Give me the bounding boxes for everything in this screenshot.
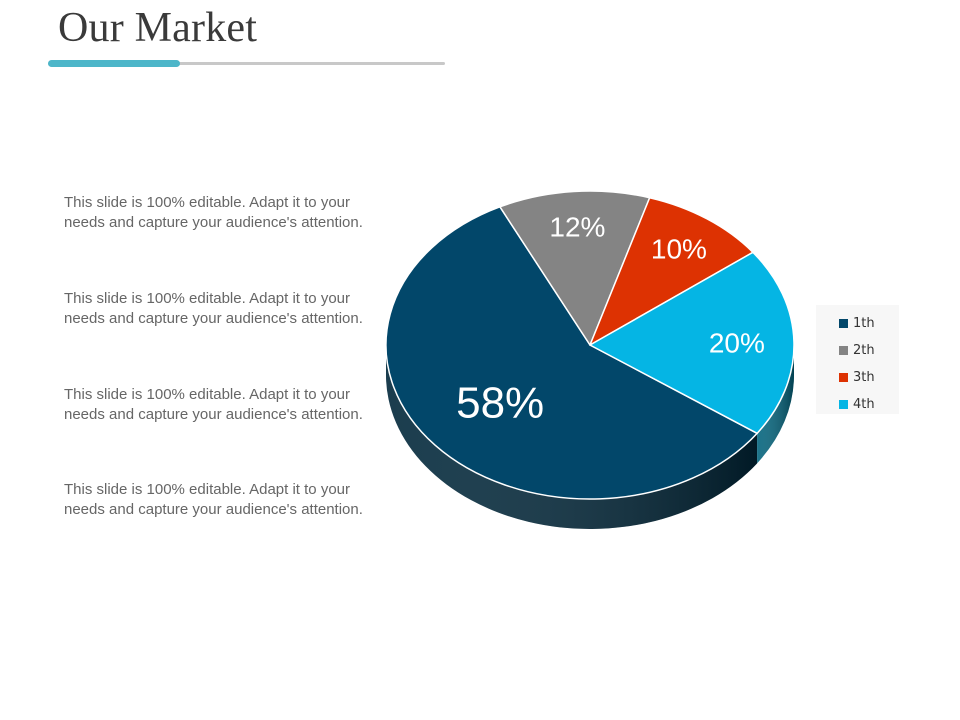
pie-slice-1 — [385, 206, 758, 500]
legend-swatch-1 — [839, 318, 848, 328]
pie-side-shading-4 — [757, 345, 794, 464]
pie-label-2: 12% — [549, 211, 605, 242]
legend-item-2: 2th — [839, 342, 875, 358]
pie-slice-4 — [589, 251, 795, 435]
legend-swatch-4 — [839, 399, 848, 409]
pie-slice-3 — [589, 196, 754, 346]
legend-label-2: 2th — [853, 342, 875, 358]
legend-swatch-2 — [839, 345, 848, 355]
legend-label-4: 4th — [853, 396, 875, 412]
description-text-1: This slide is 100% editable. Adapt it to… — [64, 194, 363, 231]
chart-legend: 1th 2th 3th 4th — [816, 305, 899, 414]
page-title: Our Market — [58, 5, 258, 51]
pie-label-3: 10% — [651, 234, 707, 265]
legend-item-3: 3th — [839, 369, 875, 385]
legend-swatch-3 — [839, 372, 848, 382]
pie-slice-2 — [499, 190, 651, 346]
title-underline — [48, 62, 445, 65]
pie-label-4: 20% — [709, 328, 765, 359]
legend-item-4: 4th — [839, 396, 875, 412]
description-text-2: This slide is 100% editable. Adapt it to… — [64, 290, 363, 327]
pie-side-walls — [386, 345, 794, 529]
pie-label-1: 58% — [456, 379, 544, 428]
legend-item-1: 1th — [839, 315, 875, 331]
title-underline-accent — [48, 60, 180, 67]
description-text-4: This slide is 100% editable. Adapt it to… — [64, 481, 363, 518]
pie-top — [385, 190, 795, 500]
legend-label-3: 3th — [853, 369, 875, 385]
description-text-3: This slide is 100% editable. Adapt it to… — [64, 386, 363, 423]
pie-side-shading-1 — [386, 345, 758, 529]
legend-label-1: 1th — [853, 315, 875, 331]
